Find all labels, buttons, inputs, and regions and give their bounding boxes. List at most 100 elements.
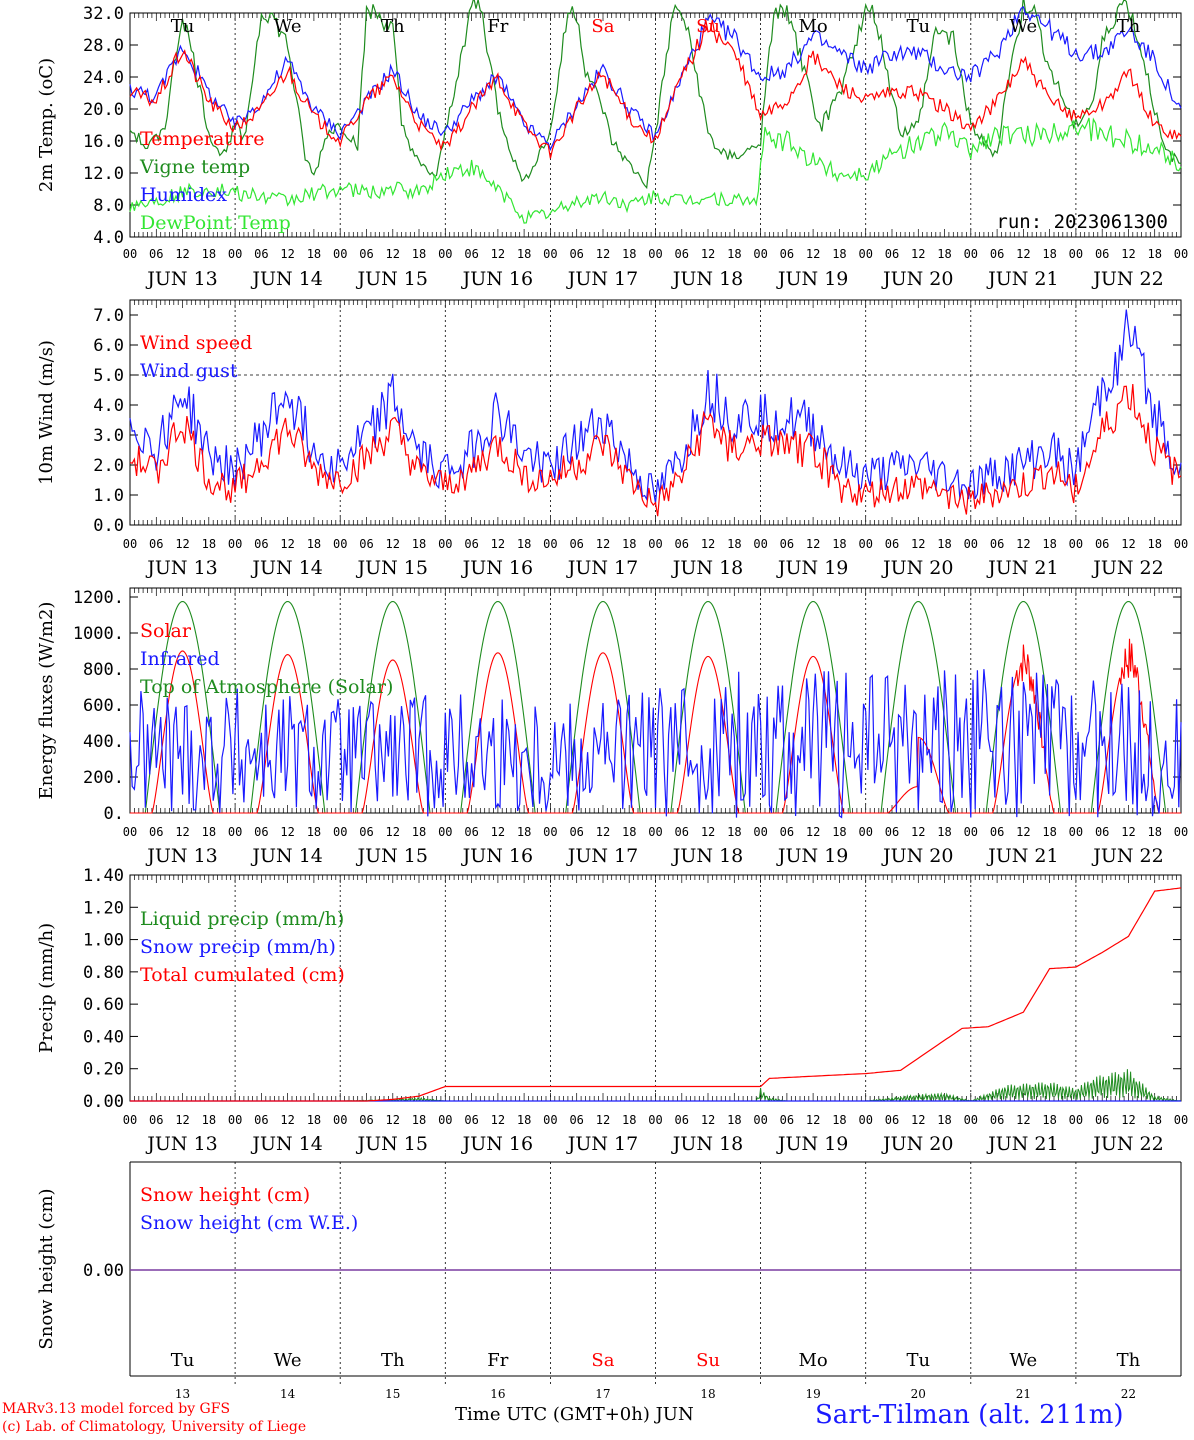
hour-tick-label: 12 bbox=[280, 825, 294, 839]
hour-tick-label: 12 bbox=[596, 1113, 610, 1127]
date-label: JUN 16 bbox=[461, 845, 533, 867]
hour-tick-label: 12 bbox=[386, 825, 400, 839]
hour-tick-label: 06 bbox=[990, 247, 1004, 261]
hour-tick-label: 06 bbox=[464, 825, 478, 839]
y-tick-label: 0.40 bbox=[83, 1027, 124, 1047]
hour-tick-label: 18 bbox=[1147, 247, 1161, 261]
date-label: JUN 17 bbox=[566, 1133, 638, 1155]
day-name: Fr bbox=[487, 16, 508, 37]
y-tick-label: 0.00 bbox=[83, 1261, 124, 1281]
date-label: JUN 13 bbox=[145, 268, 217, 290]
hour-tick-label: 00 bbox=[1174, 537, 1188, 551]
hour-tick-label: 06 bbox=[885, 825, 899, 839]
date-label: JUN 21 bbox=[986, 1133, 1058, 1155]
date-label: JUN 14 bbox=[250, 1133, 322, 1155]
hour-tick-label: 18 bbox=[937, 1113, 951, 1127]
hour-tick-label: 06 bbox=[1095, 247, 1109, 261]
date-label: JUN 15 bbox=[356, 557, 428, 579]
y-tick-label: 0. bbox=[104, 804, 124, 824]
y-axis-label: Energy fluxes (W/m2) bbox=[36, 602, 57, 800]
infrared-line bbox=[129, 669, 1182, 819]
legend-entry: Liquid precip (mm/h) bbox=[140, 908, 344, 930]
hour-tick-label: 06 bbox=[464, 1113, 478, 1127]
hour-tick-label: 06 bbox=[990, 537, 1004, 551]
y-tick-label: 20.0 bbox=[83, 100, 124, 120]
hour-tick-label: 00 bbox=[543, 537, 557, 551]
hour-tick-label: 06 bbox=[885, 1113, 899, 1127]
hour-tick-label: 18 bbox=[1042, 247, 1056, 261]
hour-tick-label: 06 bbox=[1095, 825, 1109, 839]
hour-tick-label: 12 bbox=[1016, 537, 1030, 551]
hour-tick-label: 18 bbox=[832, 537, 846, 551]
hour-tick-label: 06 bbox=[675, 537, 689, 551]
legend-entry: Top of Atmosphere (Solar) bbox=[140, 676, 393, 698]
hour-tick-label: 18 bbox=[412, 537, 426, 551]
y-tick-label: 0.60 bbox=[83, 995, 124, 1015]
hour-tick-label: 12 bbox=[1016, 1113, 1030, 1127]
hour-tick-label: 06 bbox=[464, 247, 478, 261]
hour-tick-label: 00 bbox=[1069, 247, 1083, 261]
bottom-day-number: 15 bbox=[385, 1387, 400, 1401]
hour-tick-label: 18 bbox=[622, 1113, 636, 1127]
hour-tick-label: 00 bbox=[333, 1113, 347, 1127]
hour-tick-label: 12 bbox=[806, 1113, 820, 1127]
hour-tick-label: 18 bbox=[202, 1113, 216, 1127]
hour-tick-label: 12 bbox=[701, 825, 715, 839]
date-label: JUN 17 bbox=[566, 557, 638, 579]
panel-3: 1200. 1000. 800. 600. 400. 200. 0. Energy fluxe… bbox=[36, 587, 1182, 824]
hour-tick-label: 18 bbox=[307, 247, 321, 261]
hour-tick-label: 18 bbox=[307, 537, 321, 551]
hour-tick-label: 12 bbox=[491, 1113, 505, 1127]
bottom-day-number: 21 bbox=[1016, 1387, 1031, 1401]
date-label: JUN 14 bbox=[250, 845, 322, 867]
date-label: JUN 20 bbox=[881, 268, 953, 290]
hour-tick-label: 00 bbox=[123, 247, 137, 261]
hour-tick-label: 12 bbox=[1016, 247, 1030, 261]
date-label: JUN 21 bbox=[986, 268, 1058, 290]
hour-tick-label: 06 bbox=[675, 247, 689, 261]
hour-tick-label: 00 bbox=[1174, 825, 1188, 839]
bottom-day-name: Su bbox=[696, 1350, 720, 1371]
hour-tick-label: 18 bbox=[937, 537, 951, 551]
hour-tick-label: 12 bbox=[175, 825, 189, 839]
legend-entry: Snow precip (mm/h) bbox=[140, 936, 336, 958]
date-label: JUN 17 bbox=[566, 845, 638, 867]
date-label: JUN 20 bbox=[881, 1133, 953, 1155]
panel-1: 32.0 28.0 24.0 20.0 16.0 12.0 8.0 4.0 2m Temp. (… bbox=[36, 0, 1182, 248]
date-label: JUN 21 bbox=[986, 557, 1058, 579]
hour-tick-label: 18 bbox=[727, 825, 741, 839]
hour-tick-label: 06 bbox=[990, 825, 1004, 839]
date-label: JUN 16 bbox=[461, 557, 533, 579]
day-name: We bbox=[1010, 16, 1038, 37]
y-tick-label: 4.0 bbox=[93, 228, 124, 248]
hour-tick-label: 18 bbox=[832, 825, 846, 839]
bottom-day-number: 20 bbox=[911, 1387, 926, 1401]
y-tick-label: 1.20 bbox=[83, 898, 124, 918]
hour-tick-label: 00 bbox=[438, 1113, 452, 1127]
hour-tick-label: 00 bbox=[753, 825, 767, 839]
hour-tick-label: 00 bbox=[1069, 1113, 1083, 1127]
temperature-line bbox=[129, 19, 1182, 159]
hour-tick-label: 12 bbox=[806, 537, 820, 551]
hour-tick-label: 06 bbox=[990, 1113, 1004, 1127]
legend-entry: Total cumulated (cm) bbox=[140, 964, 345, 986]
vigne-temp-line bbox=[129, 0, 1182, 190]
date-label: JUN 19 bbox=[776, 557, 848, 579]
hour-tick-label: 00 bbox=[123, 537, 137, 551]
hour-tick-label: 12 bbox=[491, 537, 505, 551]
legend-entry: Snow height (cm W.E.) bbox=[140, 1212, 358, 1234]
bottom-day-name: Mo bbox=[799, 1350, 828, 1371]
hour-tick-label: 12 bbox=[386, 1113, 400, 1127]
hour-tick-label: 00 bbox=[123, 1113, 137, 1127]
bottom-day-number: 17 bbox=[595, 1387, 610, 1401]
y-tick-label: 1200. bbox=[73, 588, 124, 608]
hour-tick-label: 00 bbox=[333, 825, 347, 839]
legend-entry: Vigne temp bbox=[139, 156, 250, 178]
hour-tick-label: 06 bbox=[254, 247, 268, 261]
bottom-day-name: Tu bbox=[171, 1350, 195, 1371]
bottom-day-number: 14 bbox=[280, 1387, 296, 1401]
hour-tick-label: 18 bbox=[727, 537, 741, 551]
hour-tick-label: 12 bbox=[806, 825, 820, 839]
hour-tick-label: 12 bbox=[280, 1113, 294, 1127]
